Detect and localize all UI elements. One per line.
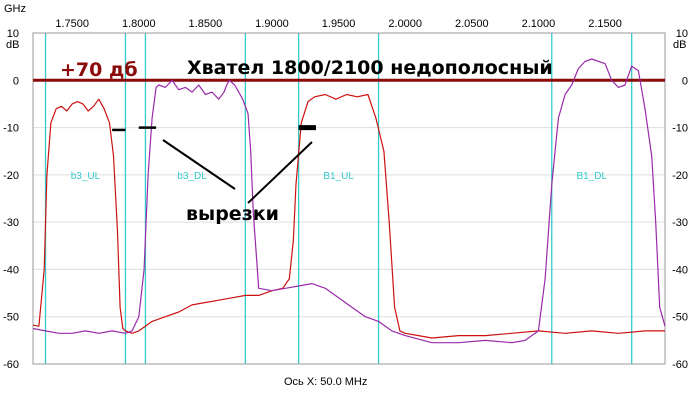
y-tick-labels-left: 10 0 -10 -20 -30 -40 -50 -60 (3, 28, 19, 371)
y-tick-label-right-6: -50 (672, 312, 688, 324)
y-tick-label-right-2: -10 (672, 123, 688, 135)
x-tick-label-8: 2.1500 (588, 18, 622, 30)
y-tick-label-left-3: -20 (3, 170, 19, 182)
y-tick-label-left-0: 10 (7, 28, 19, 40)
y-tick-label-left-6: -50 (3, 312, 19, 324)
y-tick-label-left-5: -40 (3, 264, 19, 276)
y-tick-label-left-7: -60 (3, 359, 19, 371)
series-group (32, 58, 666, 344)
plot-frame (32, 32, 666, 365)
band-label-3: B1_DL (576, 171, 607, 182)
y-tick-label-right-1: 0 (682, 75, 688, 87)
band-labels: b3_UL b3_DL B1_UL B1_DL (71, 171, 608, 182)
x-tick-label-7: 2.1000 (522, 18, 556, 30)
y-tick-labels-right: 10 0 -10 -20 -30 -40 -50 -60 (672, 28, 688, 371)
band-label-2: B1_UL (323, 171, 354, 182)
x-tick-label-5: 2.0000 (388, 18, 422, 30)
x-axis-label: Ось X: 50.0 MHz (284, 376, 367, 388)
vertical-markers (44, 33, 633, 364)
y-tick-label-right-3: -20 (672, 170, 688, 182)
annotation-pointer-right (247, 141, 313, 204)
y-tick-label-left-2: -10 (3, 123, 19, 135)
y-unit-label-right: dB (673, 39, 686, 51)
y-unit-label-left: dB (6, 39, 19, 51)
y-tick-label-right-5: -40 (672, 264, 688, 276)
x-tick-label-6: 2.0500 (455, 18, 489, 30)
x-tick-label-4: 1.9500 (322, 18, 356, 30)
gain-label: +70 дб (60, 59, 138, 81)
annotation-pointer-left (162, 139, 236, 190)
annotation-label: вырезки (186, 203, 279, 225)
y-tick-label-right-0: 10 (676, 28, 688, 40)
band-label-1: b3_DL (177, 171, 207, 182)
x-tick-label-0: 1.7500 (55, 18, 89, 30)
y-tick-label-left-4: -30 (3, 217, 19, 229)
notch-marks (112, 125, 316, 132)
x-tick-label-3: 1.9000 (255, 18, 289, 30)
y-tick-label-right-4: -30 (672, 217, 688, 229)
y-tick-label-right-7: -60 (672, 359, 688, 371)
y-tick-label-left-1: 0 (13, 75, 19, 87)
x-tick-labels: 1.7500 1.8000 1.8500 1.9000 1.9500 2.0000 2.05… (55, 18, 622, 30)
series-line-1 (32, 58, 666, 344)
band-label-0: b3_UL (71, 171, 101, 182)
chart-title: Хвател 1800/2100 недополосный (187, 57, 553, 79)
series-line-0 (32, 93, 665, 339)
x-tick-label-2: 1.8500 (189, 18, 223, 30)
x-tick-label-1: 1.8000 (122, 18, 156, 30)
x-unit-label: GHz (4, 3, 26, 15)
